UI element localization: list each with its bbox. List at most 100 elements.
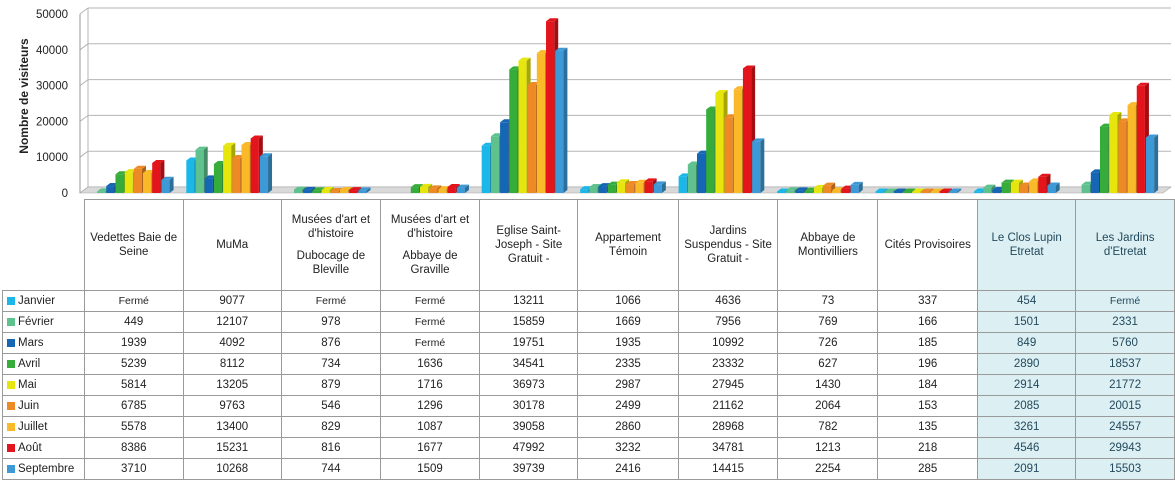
bar-top xyxy=(259,153,273,157)
bar-front xyxy=(903,191,912,193)
bar-front xyxy=(644,181,653,193)
y-tick-label: 50000 xyxy=(36,9,68,21)
bar-front xyxy=(715,92,724,193)
gridline xyxy=(79,7,89,15)
data-label: 1669 xyxy=(577,311,679,333)
bar-front xyxy=(259,156,269,193)
data-label: 166 xyxy=(877,311,979,333)
bar-front xyxy=(832,190,841,193)
bar-top xyxy=(232,155,245,159)
bar-top xyxy=(97,188,110,192)
data-label: 849 xyxy=(977,332,1077,354)
table-body: Janvier Fermé 9077 Fermé Fermé 13211 1066 4636 7… xyxy=(2,290,1175,480)
bar-front xyxy=(733,89,742,193)
data-label: 1501 xyxy=(977,311,1077,333)
bar-side xyxy=(661,181,666,193)
bar-front xyxy=(490,136,500,193)
bar-septembre-10 xyxy=(1047,182,1060,193)
data-label: 21772 xyxy=(1075,374,1175,396)
bar-front xyxy=(1010,182,1019,193)
bar-top xyxy=(456,184,469,188)
bar-septembre-6 xyxy=(653,181,666,193)
category-header: Cités Provisoires xyxy=(877,199,979,291)
bar-front xyxy=(678,176,687,193)
data-label: 2860 xyxy=(577,416,679,438)
bar-front xyxy=(124,172,133,193)
bar-top xyxy=(241,142,254,146)
bar-septembre-8 xyxy=(850,181,863,193)
bar-side xyxy=(957,188,962,193)
category-label: Jardins Suspendus - Site Gratuit - xyxy=(684,225,772,265)
bar-side xyxy=(563,47,568,194)
data-label: 13205 xyxy=(182,374,282,396)
category-header: Eglise Saint-Joseph - Site Gratuit - xyxy=(479,199,579,291)
bar-top xyxy=(893,188,907,192)
bar-front xyxy=(626,184,635,193)
legend-label: Janvier xyxy=(18,295,56,307)
bar-top xyxy=(500,119,513,123)
data-label: 27945 xyxy=(677,374,779,396)
bar-front xyxy=(232,158,241,193)
bar-top xyxy=(786,187,799,191)
data-label: 2085 xyxy=(977,395,1077,417)
bar-front xyxy=(589,187,598,193)
legend-label: Mai xyxy=(18,379,37,391)
bar-front xyxy=(500,122,509,193)
category-label: Abbaye de Graville xyxy=(402,250,458,276)
bar-front xyxy=(841,188,850,193)
data-label: 879 xyxy=(280,374,382,396)
y-tick-label: 40000 xyxy=(36,45,68,57)
legend-label: Juin xyxy=(18,400,40,412)
bar-front xyxy=(312,190,321,193)
bar-side xyxy=(464,184,469,193)
table-header-row: Vedettes Baie de Seine MuMa Musées d'art e… xyxy=(2,199,1175,291)
bar-top xyxy=(1109,112,1122,116)
legend-entry: Février xyxy=(2,311,85,333)
bar-front xyxy=(930,191,939,193)
data-label: 2987 xyxy=(577,374,679,396)
category-header: Abbaye de Montivilliers xyxy=(777,199,879,291)
bar-top xyxy=(195,146,208,150)
bar-front xyxy=(438,189,447,193)
data-label: 2091 xyxy=(977,458,1077,480)
legend-entry: Mai xyxy=(2,374,85,396)
legend-label: Août xyxy=(18,442,42,454)
gridline xyxy=(79,115,89,122)
data-label: 39739 xyxy=(479,458,579,480)
data-label: 1636 xyxy=(380,353,481,375)
bar-front xyxy=(973,191,983,193)
bar-top xyxy=(152,159,165,163)
data-label: 5239 xyxy=(83,353,184,375)
bar-top xyxy=(752,138,765,142)
bar-front xyxy=(546,21,555,193)
bar-top xyxy=(580,186,593,190)
bar-septembre-4 xyxy=(456,184,469,193)
bar-front xyxy=(598,186,607,193)
data-label: 1939 xyxy=(83,332,184,354)
legend-swatch xyxy=(7,402,15,410)
bar-front xyxy=(527,84,536,193)
data-label: 2254 xyxy=(777,458,879,480)
legend-swatch xyxy=(7,318,15,326)
bar-top xyxy=(992,186,1005,190)
data-label: 12107 xyxy=(182,311,282,333)
data-label: 23332 xyxy=(677,353,779,375)
bar-top xyxy=(527,81,540,85)
legend-label: Juillet xyxy=(18,421,48,433)
table-row: Septembre 3710 10268 744 1509 39739 2416 14415 2… xyxy=(2,458,1175,480)
data-label: 449 xyxy=(83,311,184,333)
data-label: 2335 xyxy=(577,353,679,375)
bar-top xyxy=(1145,134,1159,138)
bar-front xyxy=(1145,137,1155,193)
data-label: 13211 xyxy=(479,290,579,312)
bar-front xyxy=(1127,105,1136,193)
category-label: Vedettes Baie de Seine xyxy=(90,232,178,258)
bar-top xyxy=(555,47,568,51)
bar-front xyxy=(921,191,930,193)
bar-front xyxy=(1019,185,1029,193)
data-label: Fermé xyxy=(1075,290,1175,312)
data-label: 876 xyxy=(280,332,382,354)
bar-top xyxy=(250,135,263,139)
legend-label: Février xyxy=(18,316,54,328)
bar-top xyxy=(607,181,620,185)
